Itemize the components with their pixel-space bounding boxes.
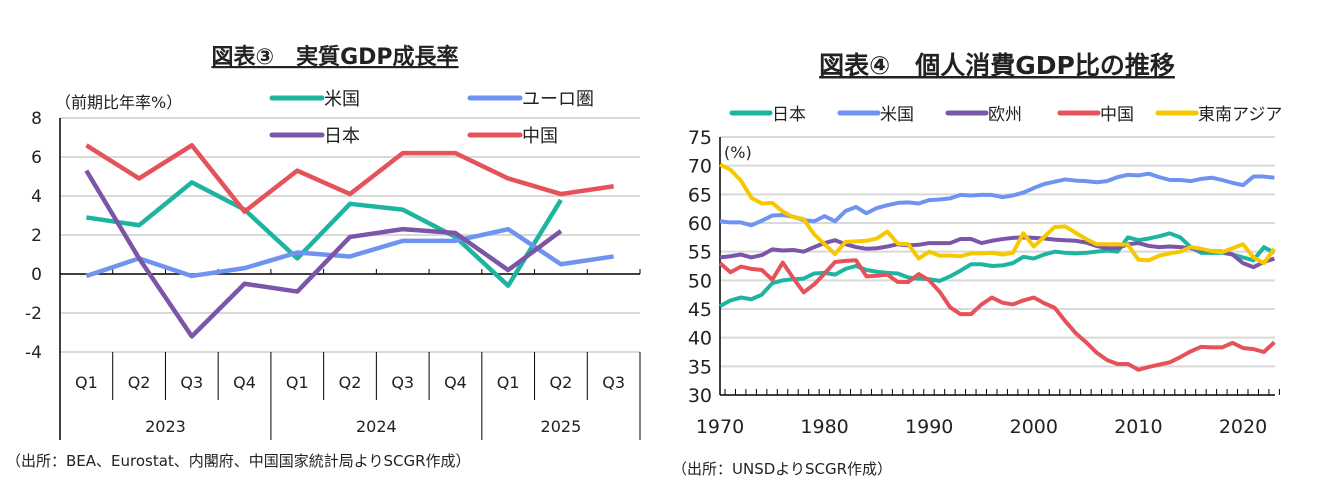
y-axis-label: （前期比年率%） — [55, 93, 182, 112]
series-line-中国 — [85, 143, 614, 214]
y-tick-label: 4 — [31, 187, 42, 207]
legend-label: 中国 — [1100, 105, 1134, 125]
legend-label: 中国 — [522, 126, 558, 147]
y-tick-label: 8 — [31, 109, 42, 129]
y-tick-label: 75 — [688, 127, 712, 149]
y-tick-label: 40 — [688, 328, 712, 350]
series-line-欧州 — [719, 235, 1276, 270]
y-tick-label: 2 — [31, 226, 42, 246]
y-axis-label: (%) — [724, 143, 752, 162]
y-tick-label: -2 — [25, 304, 42, 324]
y-tick-label: 35 — [688, 356, 712, 378]
x-tick-label: 2020 — [1219, 416, 1267, 438]
y-tick-label: 6 — [31, 148, 42, 168]
x-tick-label: Q1 — [497, 373, 520, 392]
x-tick-label: Q3 — [180, 373, 203, 392]
series-line-日本 — [719, 231, 1276, 308]
y-tick-label: 65 — [688, 184, 712, 206]
x-tick-label: Q1 — [75, 373, 98, 392]
chart-consumption-ratio: 図表④ 個人消費GDP比の推移 (%) 30 35 40 45 50 55 60 65 70 75… — [688, 51, 1283, 438]
source-note-right: （出所：UNSDよりSCGR作成） — [672, 460, 893, 478]
legend-label: 欧州 — [988, 105, 1022, 125]
x-tick-label: Q1 — [286, 373, 309, 392]
y-tick-label: 60 — [688, 213, 712, 235]
x-tick-label: 2000 — [1010, 416, 1058, 438]
chart-title: 図表④ 個人消費GDP比の推移 — [819, 51, 1175, 80]
series-line-ユーロ圏 — [85, 226, 614, 279]
year-label: 2023 — [145, 417, 186, 436]
source-note-left: （出所：BEA、Eurostat、内閣府、中国国家統計局よりSCGR作成） — [6, 452, 471, 470]
x-tick-label: Q3 — [391, 373, 414, 392]
x-tick-label: Q2 — [550, 373, 573, 392]
x-tick-label: 1980 — [800, 416, 848, 438]
x-tick-label: Q2 — [128, 373, 151, 392]
x-tick-label: Q4 — [444, 373, 467, 392]
x-tick-label: 1990 — [905, 416, 953, 438]
legend-label: 米国 — [324, 89, 360, 110]
y-tick-label: 45 — [688, 299, 712, 321]
legend-label: 東南アジア — [1198, 105, 1282, 125]
x-tick-label: Q2 — [339, 373, 362, 392]
y-tick-label: 70 — [688, 156, 712, 178]
legend-label: 日本 — [324, 126, 360, 147]
series-line-東南アジア — [719, 162, 1276, 266]
x-tick-label: 2010 — [1114, 416, 1162, 438]
chart-gdp-growth: 図表③ 実質GDP成長率 （前期比年率%） -4 -2 0 2 4 6 8 Q1 Q2 Q3 Q4 Q… — [25, 44, 641, 440]
x-tick-label: Q4 — [233, 373, 256, 392]
legend-label: ユーロ圏 — [522, 89, 594, 110]
x-tick-label: Q3 — [602, 373, 625, 392]
x-tick-label: 1970 — [696, 416, 744, 438]
legend-label: 米国 — [880, 105, 914, 125]
series-line-米国 — [86, 180, 563, 288]
chart-title: 図表③ 実質GDP成長率 — [211, 44, 458, 70]
legend-label: 日本 — [772, 105, 806, 125]
y-tick-label: 0 — [31, 265, 42, 285]
series-line-日本 — [84, 169, 563, 339]
y-tick-label: 30 — [688, 385, 712, 407]
y-tick-label: 55 — [688, 242, 712, 264]
year-label: 2025 — [541, 417, 582, 436]
y-tick-label: 50 — [688, 270, 712, 292]
series-line-米国 — [719, 171, 1275, 228]
y-tick-label: -4 — [25, 343, 42, 363]
series-line-中国 — [718, 258, 1276, 372]
year-label: 2024 — [356, 417, 397, 436]
